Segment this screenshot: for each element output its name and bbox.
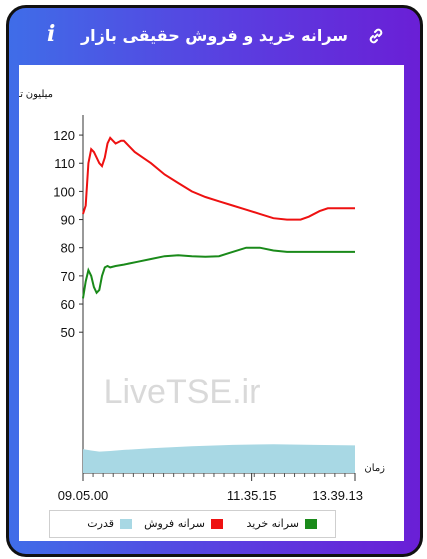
- legend-item-sell[interactable]: سرانه فروش: [144, 517, 223, 530]
- legend-swatch-buy: [305, 518, 317, 529]
- x-axis-label: زمان: [364, 463, 385, 474]
- y-tick-label: 120: [53, 128, 75, 143]
- chart-svg: LiveTSE.ir 50 60 70 80 90 100 110 120 09.05.00 11.…: [9, 89, 385, 503]
- chart-panel: LiveTSE.ir 50 60 70 80 90 100 110 120 09.05.00 11.…: [9, 65, 404, 541]
- link-icon[interactable]: [366, 26, 386, 46]
- legend-label-sell: سرانه فروش: [144, 517, 205, 530]
- widget-title: سرانه خرید و فروش حقیقی بازار: [80, 26, 349, 45]
- y-tick-label: 50: [61, 325, 75, 340]
- x-tick-label: 11.35.15: [227, 488, 277, 503]
- widget-header: i سرانه خرید و فروش حقیقی بازار: [9, 8, 420, 65]
- series-buy-line: [82, 246, 355, 299]
- legend-swatch-sell: [211, 518, 223, 529]
- watermark: LiveTSE.ir: [104, 373, 261, 411]
- series-sell-line: [82, 136, 355, 221]
- x-tick-label: 09.05.00: [58, 488, 109, 503]
- y-tick-label: 100: [53, 184, 75, 199]
- y-tick-label: 80: [61, 241, 75, 256]
- legend-label-power: قدرت: [87, 517, 114, 530]
- chart-legend: سرانه خرید سرانه فروش قدرت: [49, 510, 336, 538]
- legend-label-buy: سرانه خرید: [246, 517, 299, 530]
- y-axis-label: میلیون تومان: [19, 89, 53, 100]
- legend-item-buy[interactable]: سرانه خرید: [246, 517, 317, 530]
- legend-swatch-power: [120, 518, 132, 529]
- legend-item-power[interactable]: قدرت: [87, 517, 132, 530]
- series-power-area: [83, 444, 355, 473]
- y-tick-label: 90: [61, 213, 75, 228]
- y-tick-label: 70: [61, 269, 75, 284]
- y-tick-label: 60: [61, 297, 75, 312]
- info-icon[interactable]: i: [47, 21, 56, 47]
- x-tick-label: 13.39.13: [312, 488, 363, 503]
- y-tick-label: 110: [54, 156, 75, 171]
- widget-frame: i سرانه خرید و فروش حقیقی بازار LiveTSE.…: [6, 5, 423, 557]
